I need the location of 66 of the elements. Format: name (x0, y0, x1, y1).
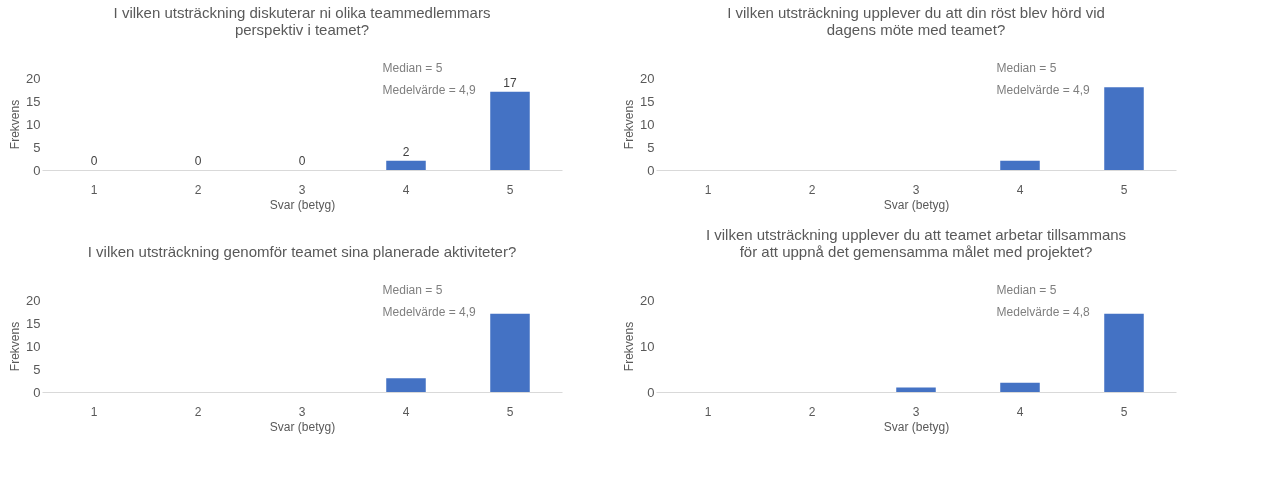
y-axis-title: Frekvens (622, 321, 637, 372)
data-label: 0 (194, 154, 202, 168)
y-tick-label: 20 (640, 292, 655, 308)
text: Median = 5 (996, 61, 1057, 75)
annotation: Medelvärde = 4,8 (996, 305, 1090, 319)
x-tick-label: 4 (1016, 182, 1024, 197)
chart-title: I vilken utsträckning upplever du att din röst blev hörd vid dagens möte med teamet? (727, 4, 1105, 38)
chart-title: I vilken utsträckning genomför teamet sina planerade aktiviteter? (87, 243, 517, 260)
x-tick-label: 2 (194, 404, 202, 419)
x-tick-label: 2 (808, 404, 816, 419)
y-tick-label: 15 (26, 93, 41, 109)
x-tick-label: 2 (808, 182, 816, 197)
x-tick-label: 3 (298, 404, 306, 419)
y-tick-label: 5 (33, 361, 41, 377)
y-axis-title: Frekvens (8, 99, 23, 150)
data-label: 0 (90, 154, 98, 168)
x-tick-label: 4 (402, 182, 410, 197)
bar (896, 387, 936, 392)
x-tick-label: 2 (194, 182, 202, 197)
x-axis-title: Svar (betyg) (883, 419, 950, 434)
x-tick-label: 1 (704, 404, 712, 419)
x-tick-label: 5 (506, 404, 514, 419)
y-tick-label: 10 (640, 338, 655, 354)
y-tick-label: 5 (33, 139, 41, 155)
y-tick-label: 15 (26, 315, 41, 331)
x-tick-label: 4 (1016, 404, 1024, 419)
data-label: 17 (503, 75, 517, 90)
annotation: Medelvärde = 4,9 (382, 305, 476, 319)
y-axis-title: Frekvens (8, 321, 23, 372)
bar (1000, 382, 1040, 392)
chart-title: I vilken utsträckning diskuterar ni olika teammedlemmars perspektiv i teamet? (113, 4, 491, 38)
y-tick-label: 15 (640, 93, 655, 109)
y-tick-label: 20 (640, 70, 655, 86)
y-tick-label: 20 (26, 70, 41, 86)
y-tick-label: 0 (33, 162, 41, 178)
text: Median = 5 (996, 283, 1057, 297)
y-tick-label: 5 (647, 139, 655, 155)
annotation: Medelvärde = 4,9 (382, 83, 476, 97)
y-tick-label: 20 (26, 292, 41, 308)
x-axis-title: Svar (betyg) (269, 197, 336, 212)
x-tick-label: 3 (912, 182, 920, 197)
x-axis-title: Svar (betyg) (269, 419, 336, 434)
chart-title: I vilken utsträckning upplever du att teamet arbetar tillsammans för att uppnå det gemensamma målet med projektet? (705, 226, 1127, 260)
x-tick-label: 1 (704, 182, 712, 197)
y-tick-label: 10 (640, 116, 655, 132)
text: Median = 5 (382, 283, 443, 297)
y-axis-title: Frekvens (622, 99, 637, 150)
y-tick-label: 0 (33, 384, 41, 400)
x-tick-label: 5 (1120, 182, 1128, 197)
x-axis-title: Svar (betyg) (883, 197, 950, 212)
x-tick-label: 5 (1120, 404, 1128, 419)
y-tick-label: 10 (26, 116, 41, 132)
data-label: 0 (298, 154, 306, 168)
y-tick-label: 10 (26, 338, 41, 354)
data-label: 2 (402, 144, 410, 159)
text: Median = 5 (382, 61, 443, 75)
x-tick-label: 1 (90, 182, 98, 197)
y-tick-label: 0 (647, 162, 655, 178)
x-tick-label: 5 (506, 182, 514, 197)
y-tick-label: 0 (647, 384, 655, 400)
bar (1104, 313, 1144, 392)
annotation: Medelvärde = 4,9 (996, 83, 1090, 97)
x-tick-label: 3 (912, 404, 920, 419)
x-tick-label: 3 (298, 182, 306, 197)
x-tick-label: 4 (402, 404, 410, 419)
x-tick-label: 1 (90, 404, 98, 419)
